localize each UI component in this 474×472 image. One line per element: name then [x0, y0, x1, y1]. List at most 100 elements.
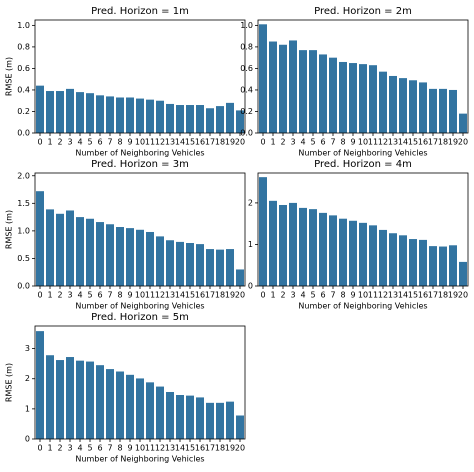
bar — [389, 233, 397, 286]
y-axis-label: RMSE (m) — [5, 57, 14, 96]
bar — [66, 88, 74, 133]
bar — [216, 402, 224, 439]
bar — [419, 82, 427, 133]
bar — [409, 239, 417, 286]
x-tick-label: 16 — [418, 291, 428, 300]
panel-title: Pred. Horizon = 1m — [91, 6, 189, 17]
bar — [299, 207, 307, 286]
bar — [389, 75, 397, 133]
x-tick-label: 14 — [175, 138, 185, 147]
x-tick-label: 11 — [145, 291, 155, 300]
x-tick-label: 20 — [458, 138, 468, 147]
bar — [369, 225, 377, 286]
y-tick-label: 0.6 — [240, 64, 253, 73]
x-tick-label: 20 — [235, 291, 245, 300]
bar — [106, 369, 114, 439]
x-tick-label: 13 — [165, 444, 175, 453]
x-tick-label: 15 — [408, 291, 418, 300]
x-tick-label: 8 — [117, 138, 122, 147]
x-tick-label: 16 — [195, 138, 205, 147]
y-tick-label: 3 — [25, 344, 30, 353]
panel-title: Pred. Horizon = 2m — [314, 6, 412, 17]
bar — [289, 202, 297, 286]
bar — [259, 24, 267, 133]
bar — [269, 41, 277, 133]
y-tick-label: 2 — [248, 198, 253, 207]
x-tick-label: 8 — [117, 291, 122, 300]
bar — [236, 269, 244, 286]
x-tick-label: 16 — [195, 444, 205, 453]
y-tick-label: 1 — [25, 404, 30, 413]
bar — [156, 386, 164, 439]
bar — [309, 50, 317, 134]
x-tick-label: 12 — [155, 444, 165, 453]
x-tick-label: 20 — [235, 444, 245, 453]
x-tick-label: 8 — [340, 291, 345, 300]
x-tick-label: 13 — [165, 291, 175, 300]
bar — [46, 209, 54, 286]
y-axis-label: RMSE (m) — [5, 363, 14, 402]
x-tick-label: 7 — [107, 444, 112, 453]
bar — [269, 200, 277, 286]
x-tick-label: 12 — [378, 291, 388, 300]
x-tick-label: 17 — [428, 291, 438, 300]
x-tick-label: 7 — [107, 138, 112, 147]
x-tick-label: 10 — [135, 291, 145, 300]
x-tick-label: 6 — [320, 138, 325, 147]
bar — [96, 222, 104, 286]
bar — [186, 395, 194, 439]
x-tick-label: 6 — [320, 291, 325, 300]
x-tick-label: 18 — [215, 444, 225, 453]
panel-title: Pred. Horizon = 3m — [91, 159, 189, 170]
bar — [176, 105, 184, 133]
x-tick-label: 17 — [205, 444, 215, 453]
x-tick-label: 13 — [388, 291, 398, 300]
x-tick-label: 19 — [448, 291, 458, 300]
x-tick-label: 18 — [438, 291, 448, 300]
bar — [36, 191, 44, 286]
bar — [459, 113, 467, 133]
panel-title: Pred. Horizon = 4m — [314, 159, 412, 170]
x-tick-label: 7 — [330, 138, 335, 147]
bar — [339, 218, 347, 286]
x-tick-label: 4 — [300, 138, 305, 147]
x-tick-label: 9 — [127, 444, 132, 453]
bar — [309, 209, 317, 286]
x-tick-label: 3 — [67, 291, 72, 300]
x-tick-label: 11 — [145, 444, 155, 453]
x-tick-label: 17 — [428, 138, 438, 147]
bar — [186, 105, 194, 133]
bar — [166, 391, 174, 439]
bar — [126, 228, 134, 286]
bar — [166, 240, 174, 286]
x-tick-label: 3 — [290, 291, 295, 300]
y-tick-label: 1.0 — [17, 226, 30, 235]
y-tick-label: 1.0 — [17, 21, 30, 30]
x-tick-label: 4 — [300, 291, 305, 300]
bar — [349, 63, 357, 133]
bar — [226, 249, 234, 286]
bar — [449, 245, 457, 286]
axes-frame — [257, 172, 469, 287]
x-tick-label: 0 — [37, 291, 42, 300]
x-tick-label: 10 — [358, 138, 368, 147]
bar — [136, 378, 144, 439]
x-tick-label: 5 — [310, 291, 315, 300]
x-tick-label: 9 — [127, 138, 132, 147]
x-tick-label: 1 — [47, 138, 52, 147]
y-tick-label: 0.2 — [240, 107, 253, 116]
bar — [206, 402, 214, 439]
x-tick-label: 11 — [368, 138, 378, 147]
bar — [279, 204, 287, 286]
x-tick-label: 20 — [458, 291, 468, 300]
bar — [56, 213, 64, 286]
x-tick-label: 12 — [155, 291, 165, 300]
x-tick-label: 11 — [145, 138, 155, 147]
x-tick-label: 5 — [87, 444, 92, 453]
x-tick-label: 15 — [408, 138, 418, 147]
y-tick-label: 1 — [248, 240, 253, 249]
axes-frame — [34, 325, 246, 440]
x-tick-label: 2 — [57, 444, 62, 453]
x-tick-label: 18 — [215, 138, 225, 147]
